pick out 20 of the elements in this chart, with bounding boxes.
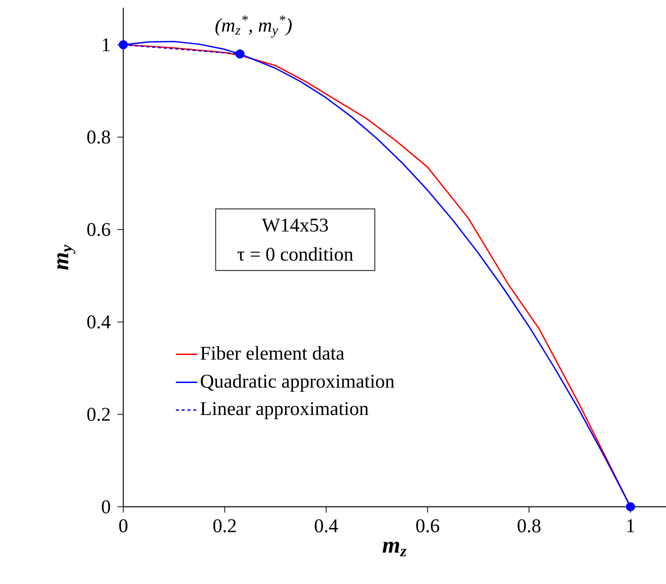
x-axis-title: m$_{z}$ [382, 541, 407, 556]
y-tick-label: 0.2 [87, 408, 110, 421]
y-tick-label: 0.4 [87, 315, 111, 328]
x-tick-label: 1 [627, 519, 634, 532]
y-tick-label: 1 [102, 38, 110, 51]
y-tick-label: 0.8 [87, 130, 110, 144]
annotation: τ = 0 condition [237, 246, 354, 261]
x-tick-label: 0.6 [416, 519, 440, 532]
y-tick-label: 0 [102, 500, 110, 514]
legend-label: Quadratic approximation [200, 374, 394, 392]
legend-label: Linear approximation [200, 402, 368, 419]
x-tick-label: 0.8 [518, 519, 540, 532]
y-axis-title: m$_{y}$ [57, 244, 76, 270]
annotation: W14x53 [262, 218, 328, 232]
y-tick-label: 0.6 [87, 222, 110, 236]
x-tick-label: 0.4 [314, 519, 338, 532]
x-tick-label: 0.2 [213, 519, 236, 532]
x-tick-label: 0 [119, 519, 128, 532]
legend-label: Fiber element data [200, 346, 344, 360]
annotation: (m$_{z}$$^{*}$, m$_{y}$$^{*}$) [215, 15, 292, 38]
